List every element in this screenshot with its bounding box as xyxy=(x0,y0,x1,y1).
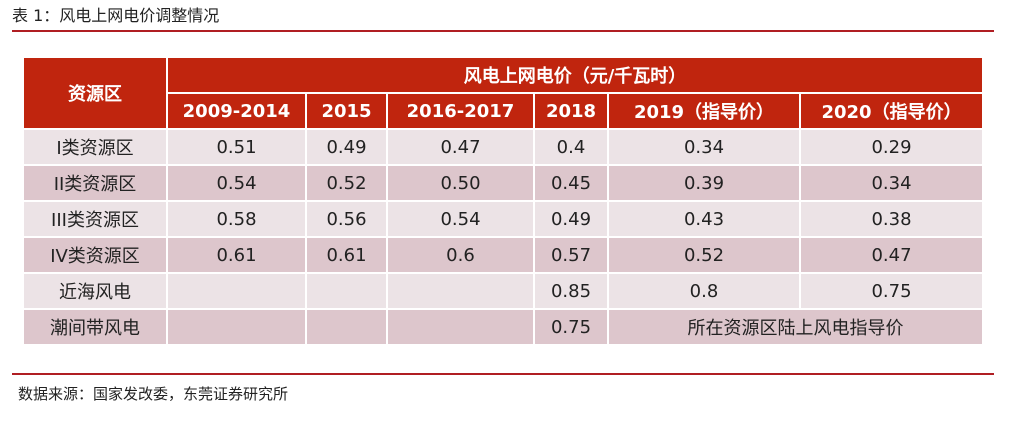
price-cell: 0.34 xyxy=(609,130,799,164)
price-cell: 0.75 xyxy=(801,274,983,308)
price-cell: 0.85 xyxy=(535,274,607,308)
price-table: 资源区 风电上网电价（元/千瓦时） 2009-2014 2015 2016-20… xyxy=(22,56,984,346)
price-cell: 0.61 xyxy=(307,238,386,272)
source-note: 数据来源：国家发改委，东莞证券研究所 xyxy=(18,385,289,403)
row-label: 潮间带风电 xyxy=(24,310,166,344)
price-cell: 0.6 xyxy=(388,238,533,272)
price-cell: 0.38 xyxy=(801,202,983,236)
row-label: I类资源区 xyxy=(24,130,166,164)
bottom-rule xyxy=(12,373,994,375)
table-row: 潮间带风电 0.75 所在资源区陆上风电指导价 xyxy=(24,310,983,344)
price-cell xyxy=(168,310,305,344)
price-cell: 0.49 xyxy=(307,130,386,164)
price-cell: 0.51 xyxy=(168,130,305,164)
price-cell: 0.4 xyxy=(535,130,607,164)
price-cell xyxy=(388,274,533,308)
header-year: 2009-2014 xyxy=(168,94,305,128)
top-rule xyxy=(12,30,994,32)
price-cell: 0.50 xyxy=(388,166,533,200)
price-cell: 0.29 xyxy=(801,130,983,164)
price-cell: 0.34 xyxy=(801,166,983,200)
price-cell xyxy=(307,274,386,308)
price-cell: 0.49 xyxy=(535,202,607,236)
header-price: 风电上网电价（元/千瓦时） xyxy=(168,58,983,92)
price-cell xyxy=(307,310,386,344)
price-cell: 0.75 xyxy=(535,310,607,344)
header-year: 2018 xyxy=(535,94,607,128)
table-row: IV类资源区 0.61 0.61 0.6 0.57 0.52 0.47 xyxy=(24,238,983,272)
header-region: 资源区 xyxy=(24,58,166,128)
price-cell: 0.47 xyxy=(388,130,533,164)
header-year: 2019（指导价） xyxy=(609,94,799,128)
table-row: I类资源区 0.51 0.49 0.47 0.4 0.34 0.29 xyxy=(24,130,983,164)
header-year: 2016-2017 xyxy=(388,94,533,128)
table-caption: 表 1：风电上网电价调整情况 xyxy=(12,6,220,25)
row-label: IV类资源区 xyxy=(24,238,166,272)
price-cell: 0.52 xyxy=(609,238,799,272)
row-label: III类资源区 xyxy=(24,202,166,236)
header-year: 2015 xyxy=(307,94,386,128)
row-label: 近海风电 xyxy=(24,274,166,308)
price-cell: 0.56 xyxy=(307,202,386,236)
price-cell: 0.54 xyxy=(388,202,533,236)
price-cell: 0.39 xyxy=(609,166,799,200)
price-cell: 0.47 xyxy=(801,238,983,272)
price-cell xyxy=(168,274,305,308)
table-row: III类资源区 0.58 0.56 0.54 0.49 0.43 0.38 xyxy=(24,202,983,236)
price-cell: 0.54 xyxy=(168,166,305,200)
price-cell: 0.45 xyxy=(535,166,607,200)
header-year: 2020（指导价） xyxy=(801,94,983,128)
row-label: II类资源区 xyxy=(24,166,166,200)
price-cell xyxy=(388,310,533,344)
table-row: II类资源区 0.54 0.52 0.50 0.45 0.39 0.34 xyxy=(24,166,983,200)
price-cell: 0.61 xyxy=(168,238,305,272)
merged-note-cell: 所在资源区陆上风电指导价 xyxy=(609,310,983,344)
price-cell: 0.43 xyxy=(609,202,799,236)
table-row: 近海风电 0.85 0.8 0.75 xyxy=(24,274,983,308)
price-cell: 0.8 xyxy=(609,274,799,308)
price-cell: 0.52 xyxy=(307,166,386,200)
price-cell: 0.57 xyxy=(535,238,607,272)
price-cell: 0.58 xyxy=(168,202,305,236)
